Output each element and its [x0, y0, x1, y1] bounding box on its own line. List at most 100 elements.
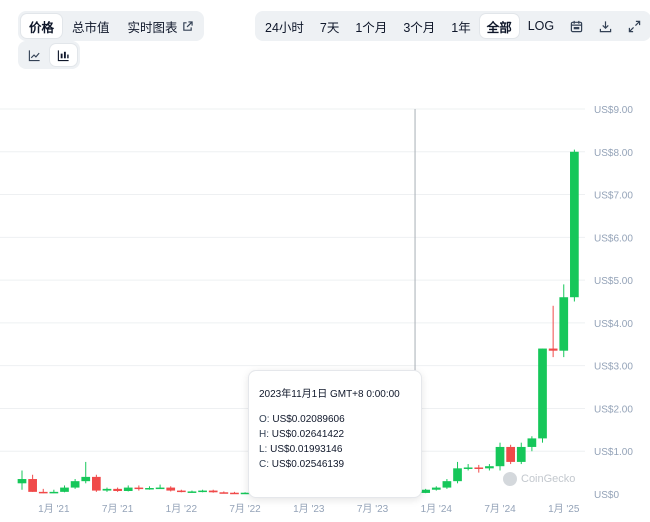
candle-body	[570, 151, 579, 298]
coingecko-logo-icon	[503, 472, 517, 486]
candle-body	[81, 476, 91, 482]
line-chart-button[interactable]	[21, 44, 48, 66]
tooltip-low-row: L: US$0.01993146	[259, 444, 421, 455]
tab-live-chart-label: 实时图表	[127, 20, 178, 35]
candlestick-chart-button[interactable]	[50, 44, 77, 66]
x-tick-label: 7月 '22	[229, 503, 261, 515]
x-tick-label: 7月 '24	[484, 503, 516, 515]
candle-body	[208, 490, 218, 493]
candle-body	[176, 490, 186, 493]
y-tick-label: US$1.00	[594, 447, 633, 458]
range-1m-button[interactable]: 1个月	[348, 14, 394, 38]
candle-body	[187, 491, 197, 493]
tooltip-close-value: US$0.02546139	[271, 459, 345, 470]
y-tick-label: US$4.00	[594, 319, 633, 330]
range-1y-button[interactable]: 1年	[444, 14, 477, 38]
candle-body	[49, 491, 59, 494]
x-tick-label: 1月 '23	[293, 503, 325, 515]
download-icon	[599, 20, 612, 32]
candle-body	[70, 481, 80, 488]
candle-body	[230, 492, 239, 495]
x-tick-label: 1月 '24	[421, 503, 453, 515]
range-7d-label: 7天	[319, 20, 340, 35]
range-1m-label: 1个月	[355, 20, 388, 35]
x-tick-label: 1月 '25	[548, 503, 580, 515]
tooltip-high-value: US$0.02641422	[271, 429, 345, 440]
candle-body	[113, 488, 122, 492]
y-tick-label: US$8.00	[594, 148, 633, 159]
chart-type-tabs	[18, 41, 80, 69]
candle-body	[442, 481, 452, 488]
tooltip-low-value: US$0.01993146	[270, 444, 343, 455]
coingecko-watermark: CoinGecko	[503, 472, 575, 486]
line-chart-icon	[28, 49, 40, 61]
y-tick-label: US$9.00	[594, 105, 633, 116]
range-24h-label: 24小时	[265, 20, 304, 35]
y-tick-label: US$6.00	[594, 233, 633, 244]
range-all-button[interactable]: 全部	[479, 14, 519, 38]
fullscreen-icon	[628, 20, 641, 32]
range-7d-button[interactable]: 7天	[313, 14, 346, 38]
tooltip-open-label: O:	[259, 414, 270, 425]
download-button[interactable]	[592, 14, 619, 38]
candle-body	[516, 446, 526, 462]
candlestick-chart-icon	[57, 49, 69, 61]
x-tick-label: 7月 '23	[357, 503, 389, 515]
candle-body	[421, 489, 431, 493]
candle-body	[28, 479, 37, 492]
tab-price-label: 价格	[29, 20, 55, 35]
range-1y-label: 1年	[451, 20, 471, 35]
candle-body	[102, 488, 112, 491]
x-tick-label: 7月 '21	[102, 503, 134, 515]
range-tabs: 24小时 7天 1个月 3个月 1年 全部 LOG	[255, 11, 650, 41]
candle-body	[17, 479, 27, 484]
range-3m-label: 3个月	[403, 20, 436, 35]
x-tick-label: 1月 '22	[166, 503, 198, 515]
candle-body	[240, 492, 250, 495]
range-3m-button[interactable]: 3个月	[396, 14, 442, 38]
candle-body	[92, 476, 101, 491]
log-scale-button[interactable]: LOG	[521, 14, 561, 38]
tooltip-open-value: US$0.02089606	[272, 414, 345, 425]
tooltip-low-label: L:	[259, 444, 268, 455]
candle-body	[134, 487, 144, 490]
y-tick-label: US$5.00	[594, 276, 633, 287]
view-tabs: 价格 总市值 实时图表	[18, 11, 204, 41]
candle-body	[155, 487, 165, 490]
y-tick-label: US$2.00	[594, 404, 633, 415]
watermark-text: CoinGecko	[521, 473, 576, 485]
candle-body	[474, 467, 484, 469]
tab-price[interactable]: 价格	[21, 14, 63, 38]
range-24h-button[interactable]: 24小时	[258, 14, 311, 38]
candle-body	[548, 348, 558, 351]
candle-body	[60, 487, 69, 492]
y-tick-label: US$0	[594, 490, 619, 501]
candle-body	[219, 492, 229, 494]
candle-body	[123, 487, 133, 492]
candle-body	[453, 468, 462, 482]
candle-body	[559, 297, 569, 351]
candle-body	[495, 446, 505, 467]
tooltip-close-row: C: US$0.02546139	[259, 459, 421, 470]
tooltip-high-label: H:	[259, 429, 269, 440]
calendar-button[interactable]	[563, 14, 590, 38]
candle-body	[166, 487, 176, 491]
x-tick-label: 1月 '21	[38, 503, 70, 515]
tooltip-high-row: H: US$0.02641422	[259, 429, 421, 440]
candle-body	[38, 491, 48, 494]
y-tick-label: US$7.00	[594, 191, 633, 202]
candle-body	[506, 446, 515, 462]
calendar-icon	[570, 20, 583, 32]
tab-market-cap[interactable]: 总市值	[64, 14, 118, 38]
tooltip-open-row: O: US$0.02089606	[259, 414, 421, 425]
candle-body	[463, 467, 473, 469]
tab-live-chart[interactable]: 实时图表	[120, 14, 201, 38]
candle-body	[485, 466, 494, 469]
range-all-label: 全部	[486, 20, 512, 35]
tooltip-date: 2023年11月1日 GMT+8 0:00:00	[259, 389, 400, 400]
fullscreen-button[interactable]	[621, 14, 648, 38]
tab-market-cap-label: 总市值	[72, 20, 110, 35]
y-tick-label: US$3.00	[594, 362, 633, 373]
candle-body	[431, 487, 441, 490]
